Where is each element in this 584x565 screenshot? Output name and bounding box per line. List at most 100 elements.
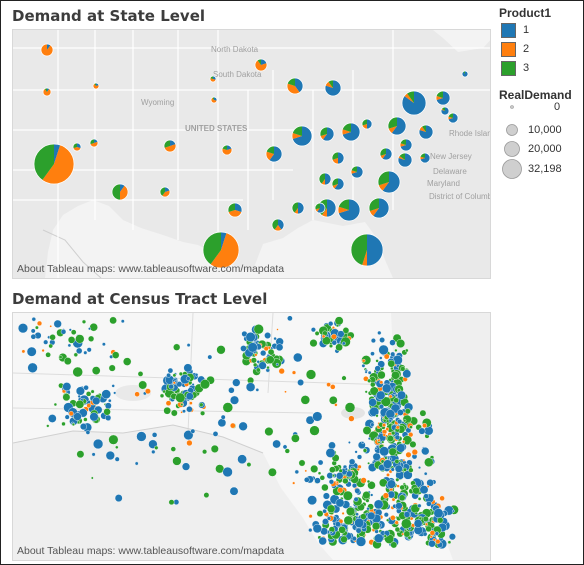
tract-dot[interactable]	[328, 441, 336, 450]
tract-dot[interactable]	[186, 405, 193, 413]
tract-dot[interactable]	[373, 499, 384, 510]
tract-dot[interactable]	[255, 388, 260, 392]
tract-dot[interactable]	[284, 448, 290, 454]
tract-dot[interactable]	[362, 491, 371, 500]
tract-dot[interactable]	[369, 406, 380, 417]
tract-dot[interactable]	[137, 371, 144, 377]
tract-map-attribution[interactable]: About Tableau maps: www.tableausoftware.…	[17, 545, 285, 557]
tract-dot[interactable]	[176, 381, 183, 388]
tract-dot[interactable]	[92, 438, 104, 450]
tract-dot[interactable]	[331, 333, 337, 340]
tract-dot[interactable]	[348, 415, 355, 422]
tract-dot[interactable]	[417, 503, 422, 508]
tract-dot[interactable]	[389, 457, 393, 461]
tract-dot[interactable]	[422, 531, 428, 537]
tract-dot[interactable]	[264, 426, 274, 436]
tract-dot[interactable]	[305, 369, 317, 380]
tract-dot[interactable]	[222, 466, 233, 478]
tract-dot[interactable]	[355, 512, 359, 516]
tract-dot[interactable]	[220, 414, 226, 420]
tract-dot[interactable]	[337, 487, 344, 494]
tract-dot[interactable]	[321, 334, 326, 339]
state-pie-marker[interactable]	[202, 231, 240, 269]
tract-dot[interactable]	[403, 419, 407, 423]
tract-dot[interactable]	[364, 390, 368, 394]
tract-dot[interactable]	[348, 458, 356, 466]
tract-dot[interactable]	[355, 536, 367, 547]
tract-dot[interactable]	[314, 477, 321, 484]
tract-dot[interactable]	[284, 390, 287, 394]
tract-dot[interactable]	[63, 357, 72, 365]
tract-dot[interactable]	[382, 433, 386, 437]
tract-dot[interactable]	[340, 535, 348, 543]
tract-dot[interactable]	[346, 470, 353, 478]
tract-dot[interactable]	[49, 334, 56, 341]
tract-dot[interactable]	[245, 332, 256, 343]
tract-dot[interactable]	[326, 516, 332, 521]
tract-dot[interactable]	[202, 449, 208, 455]
tract-dot[interactable]	[46, 424, 50, 428]
tract-dot[interactable]	[108, 398, 112, 403]
tract-dot[interactable]	[90, 476, 94, 480]
tract-dot[interactable]	[389, 339, 396, 346]
tract-dot[interactable]	[312, 523, 322, 534]
tract-dot[interactable]	[391, 371, 400, 380]
tract-dot[interactable]	[384, 456, 388, 460]
tract-dot[interactable]	[114, 456, 120, 462]
tract-dot[interactable]	[361, 441, 365, 445]
tract-dot[interactable]	[386, 472, 390, 477]
tract-dot[interactable]	[403, 467, 408, 472]
tract-dot[interactable]	[338, 525, 346, 534]
tract-dot[interactable]	[428, 539, 436, 548]
tract-dot[interactable]	[275, 343, 284, 352]
tract-dot[interactable]	[342, 490, 353, 501]
tract-dot[interactable]	[173, 499, 180, 506]
state-pie-marker[interactable]	[254, 58, 268, 72]
tract-dot[interactable]	[367, 481, 376, 490]
tract-dot[interactable]	[326, 504, 336, 514]
tract-dot[interactable]	[402, 458, 406, 462]
tract-dot[interactable]	[360, 513, 367, 520]
tract-dot[interactable]	[53, 319, 62, 328]
tract-dot[interactable]	[310, 464, 319, 473]
tract-dot[interactable]	[434, 531, 440, 536]
state-pie-marker[interactable]	[42, 87, 52, 97]
tract-dot[interactable]	[165, 400, 172, 406]
tract-dot[interactable]	[336, 472, 344, 480]
tract-dot[interactable]	[422, 422, 428, 428]
tract-dot[interactable]	[111, 351, 120, 359]
tract-dot[interactable]	[294, 469, 299, 475]
tract-dot[interactable]	[90, 389, 95, 394]
tract-dot[interactable]	[396, 443, 406, 453]
tract-dot[interactable]	[379, 337, 385, 343]
tract-dot[interactable]	[309, 425, 320, 436]
tract-dot[interactable]	[210, 444, 219, 453]
tract-dot[interactable]	[109, 316, 117, 325]
tract-dot[interactable]	[408, 527, 412, 531]
tract-dot[interactable]	[422, 515, 429, 522]
tract-dot[interactable]	[222, 402, 234, 413]
tract-dot[interactable]	[191, 383, 195, 387]
tract-dot[interactable]	[245, 382, 256, 392]
tract-dot[interactable]	[417, 497, 422, 501]
tract-dot[interactable]	[385, 427, 390, 432]
state-pie-marker[interactable]	[377, 170, 401, 194]
tract-dot[interactable]	[401, 532, 405, 536]
tract-dot[interactable]	[240, 345, 247, 352]
tract-dot[interactable]	[62, 382, 72, 392]
tract-dot[interactable]	[377, 330, 382, 335]
state-pie-marker[interactable]	[89, 138, 99, 148]
tract-dot[interactable]	[199, 379, 210, 390]
tract-dot[interactable]	[111, 384, 115, 388]
tract-dot[interactable]	[329, 466, 336, 473]
tract-dot[interactable]	[300, 395, 310, 405]
tract-dot[interactable]	[104, 414, 112, 421]
tract-dot[interactable]	[354, 487, 361, 494]
census-tract-map[interactable]: About Tableau maps: www.tableausoftware.…	[12, 312, 491, 561]
tract-dot[interactable]	[229, 395, 239, 405]
tract-dot[interactable]	[325, 447, 336, 458]
state-pie-marker[interactable]	[331, 177, 345, 191]
tract-dot[interactable]	[344, 402, 356, 413]
tract-dot[interactable]	[253, 324, 264, 335]
tract-dot[interactable]	[394, 453, 398, 457]
